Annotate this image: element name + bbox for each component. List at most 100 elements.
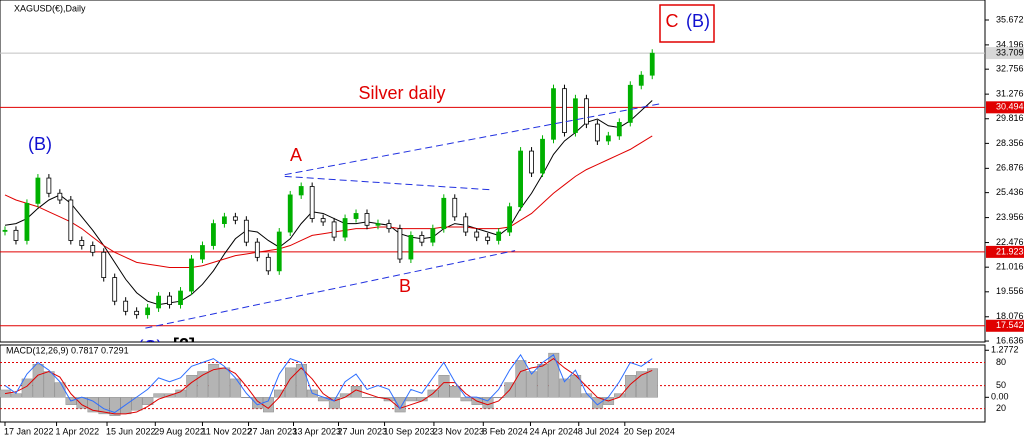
macd-bar <box>361 397 373 399</box>
candle <box>386 223 392 230</box>
candle <box>529 150 534 174</box>
trendline <box>284 175 493 191</box>
y2-tick-label: 80 <box>996 357 1006 367</box>
candle <box>364 213 370 226</box>
macd-bar <box>515 360 527 398</box>
macd-bar <box>43 371 55 398</box>
level-tag <box>986 319 1024 332</box>
macd-bar <box>186 375 198 398</box>
moving-average <box>4 135 653 268</box>
y-tick-label: 18.076 <box>996 311 1024 321</box>
candle <box>616 122 622 137</box>
candle <box>221 216 227 224</box>
candle <box>13 229 19 241</box>
macd-bar <box>285 367 296 398</box>
candle <box>594 123 600 142</box>
candle <box>309 186 315 219</box>
x-tick-label: 17 Jan 2022 <box>4 426 54 436</box>
candle <box>46 177 52 194</box>
y-tick-label: 32.756 <box>996 64 1024 74</box>
candle <box>627 84 633 123</box>
x-tick-label: 10 Sep 2023 <box>384 426 435 436</box>
y-tick-label: 1.2772 <box>991 345 1019 355</box>
macd-bar <box>10 393 22 398</box>
candle <box>342 218 348 238</box>
candle <box>649 52 655 76</box>
x-tick-label: 27 Jan 2023 <box>248 426 298 436</box>
macd-bar <box>559 378 571 398</box>
candle <box>145 307 151 316</box>
y-tick-label: 21.016 <box>996 262 1024 272</box>
y-tick-label: 31.276 <box>996 89 1024 99</box>
x-tick-label: 15 Jun 2022 <box>106 426 156 436</box>
macd-bar <box>317 397 329 402</box>
candle <box>331 221 337 238</box>
candle <box>156 295 161 309</box>
macd-bar <box>647 368 658 398</box>
candle <box>265 256 271 272</box>
macd-bar <box>526 371 538 398</box>
macd-bar <box>219 367 231 398</box>
macd-bar <box>197 371 209 398</box>
macd-bar <box>328 397 340 409</box>
candle <box>123 300 129 312</box>
macd-bar <box>460 397 472 402</box>
chart-title: XAGUSD(€),Daily <box>14 3 86 13</box>
candle <box>320 218 326 223</box>
annotation-box <box>659 4 715 43</box>
macd-bar <box>21 378 33 398</box>
x-tick-label: 24 Apr 2024 <box>529 426 578 436</box>
macd-bar <box>537 363 549 398</box>
candle <box>287 194 293 233</box>
main-frame <box>0 0 986 343</box>
candle <box>430 228 436 243</box>
x-tick-label: 20 Sep 2024 <box>624 426 675 436</box>
candle <box>57 192 63 201</box>
macd-bar <box>438 375 450 398</box>
annotation: (B) <box>28 134 52 154</box>
x-tick-label: 29 Aug 2022 <box>154 426 205 436</box>
macd-bar <box>548 352 560 398</box>
indicator-line <box>4 358 653 415</box>
y-tick-label: 26.876 <box>996 163 1024 173</box>
x-tick-label: 1 Apr 2022 <box>56 426 100 436</box>
candle <box>200 245 205 260</box>
y-tick-label: 22.476 <box>996 237 1024 247</box>
candle <box>584 98 589 125</box>
candle <box>112 277 118 302</box>
y-tick-label: 29.816 <box>996 113 1024 123</box>
level-tag <box>986 245 1024 258</box>
macd-bar <box>109 397 121 416</box>
candle <box>419 235 425 243</box>
axes: XAGUSD(€),Daily 35.672 34.196 32.756 31.276 2… <box>4 3 1024 436</box>
macd-bar <box>120 397 132 415</box>
annotation: C <box>666 11 679 31</box>
trendline <box>145 250 516 329</box>
macd-bar <box>153 393 165 398</box>
candle <box>474 231 480 238</box>
candle <box>518 150 523 208</box>
current-price-label: 33.709 <box>996 47 1024 57</box>
x-tick-label: 23 Nov 2023 <box>433 426 484 436</box>
candle <box>189 258 194 292</box>
macd-bar <box>493 397 505 399</box>
annotation: [2] <box>173 335 195 355</box>
macd-panel <box>0 352 985 416</box>
macd-bar <box>54 382 66 398</box>
candle <box>540 138 545 174</box>
y-tick-label: 23.956 <box>996 212 1024 222</box>
candle <box>485 236 491 241</box>
macd-bar <box>142 397 154 405</box>
y-tick-label: 0.00 <box>991 392 1009 402</box>
candle <box>507 206 513 233</box>
candle <box>90 245 96 253</box>
x-tick-label: 27 Jun 2023 <box>337 426 387 436</box>
macd-bar <box>449 386 461 398</box>
candle <box>254 241 260 258</box>
candle <box>573 98 578 133</box>
candle <box>79 240 85 246</box>
level-label: 17.542 <box>996 320 1024 330</box>
candle <box>167 295 172 305</box>
